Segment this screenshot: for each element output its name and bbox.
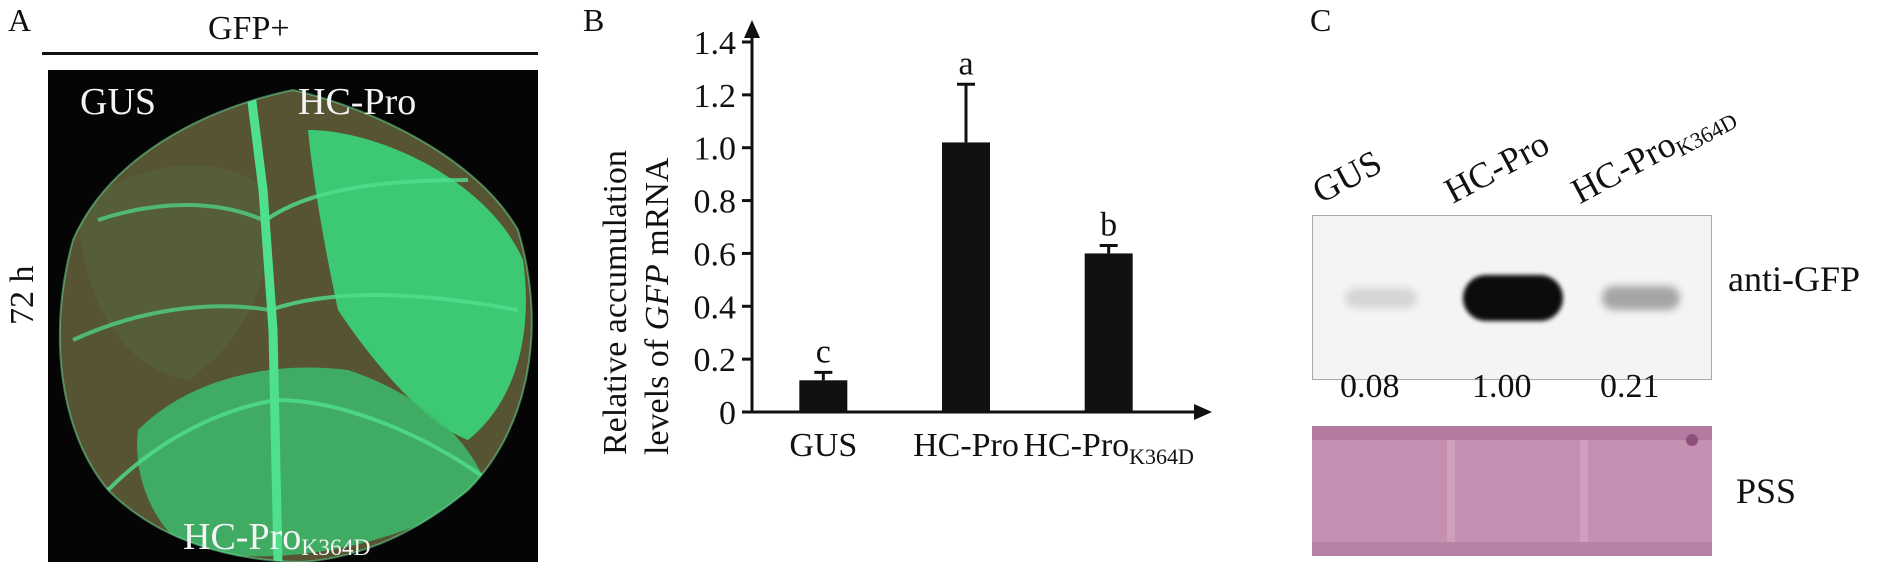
blot-band (1344, 287, 1418, 309)
gfp-header: GFP+ (208, 10, 290, 47)
header-rule (42, 52, 538, 55)
pss-texture (1312, 426, 1712, 556)
lane-label-base: HC-Pro (1564, 123, 1683, 212)
leaf-label-mutant: HC-ProK364D (183, 515, 371, 562)
y-axis-label-line1: Relative accumulation (597, 150, 634, 455)
blot-band (1602, 286, 1680, 310)
bar (1084, 253, 1133, 412)
quantification-value: 1.00 (1472, 368, 1532, 405)
y-tick-label: 0.2 (694, 342, 737, 379)
y-tick-label: 0 (719, 395, 736, 432)
leaf-photo: GUS HC-Pro HC-ProK364D (48, 70, 538, 562)
y-tick-label: 0.6 (694, 236, 737, 273)
bar-chart: 0 0.2 0.4 0.6 0.8 1.0 1.2 1.4 c GUS a HC-Pro b HC-Pro… (694, 20, 1212, 469)
significance-letter: b (1100, 207, 1117, 244)
lane-label-sub: K364D (1671, 108, 1742, 162)
y-tick-label: 1.2 (694, 78, 737, 115)
y-tick-label: 0.4 (694, 289, 737, 326)
blot-label: anti-GFP (1728, 259, 1861, 299)
time-label: 72 h (4, 265, 41, 326)
x-tick-label: HC-Pro (913, 427, 1019, 464)
panel-c-letter: C (1310, 2, 1332, 38)
pss-stain (1312, 426, 1712, 556)
western-blot (1312, 215, 1712, 380)
quantification-value: 0.21 (1600, 368, 1660, 405)
y-tick-label: 1.4 (694, 25, 737, 62)
quantification-value: 0.08 (1340, 368, 1400, 405)
blot-band (1463, 275, 1563, 321)
lane-label: HC-Pro (1437, 122, 1556, 212)
panel-b-letter: B (583, 2, 605, 38)
leaf-label-hcpro: HC-Pro (298, 81, 417, 123)
lane-label: HC-ProK364D (1564, 92, 1742, 215)
leaf-label-mutant-sub: K364D (301, 534, 371, 561)
significance-letter: c (816, 333, 831, 370)
lane-label-base: GUS (1305, 141, 1389, 212)
significance-letter: a (958, 45, 973, 82)
leaf-label-mutant-base: HC-Pro (183, 516, 302, 558)
y-tick-label: 0.8 (694, 184, 737, 221)
leaf-image (58, 88, 533, 562)
y-tick-label: 1.0 (694, 131, 737, 168)
lane-label: GUS (1305, 141, 1388, 212)
panel-a-letter: A (8, 2, 32, 38)
x-tick-label: GUS (789, 427, 857, 464)
bar (942, 142, 990, 412)
lane-label-base: HC-Pro (1437, 123, 1556, 212)
leaf-label-gus: GUS (80, 81, 157, 123)
x-axis-arrow (1194, 404, 1212, 420)
bar (799, 380, 848, 412)
x-tick-label: HC-ProK364D (1023, 427, 1194, 469)
pss-label: PSS (1736, 471, 1797, 511)
y-axis-arrow (744, 20, 760, 38)
